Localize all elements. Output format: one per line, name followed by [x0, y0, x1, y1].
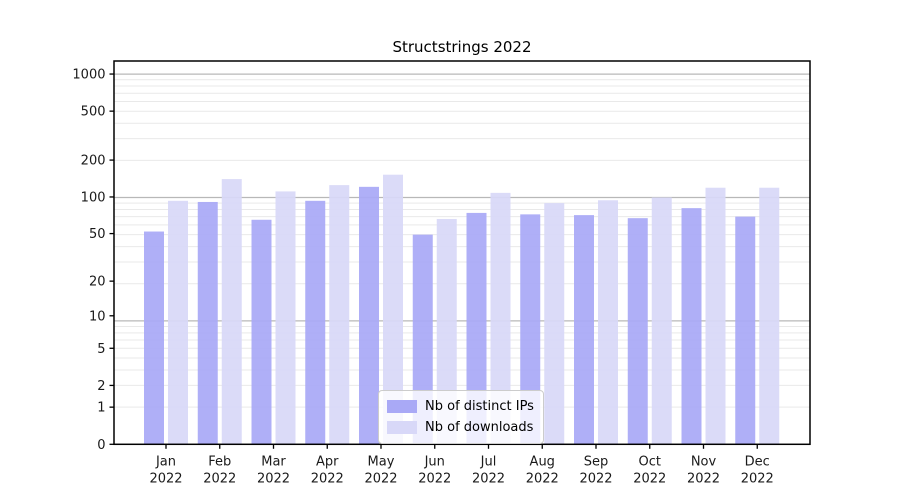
bar-ips-jul — [466, 212, 487, 445]
bar-ips-feb — [197, 201, 218, 445]
y-tick-label: 10 — [89, 309, 106, 324]
y-tick-label: 1 — [97, 401, 105, 416]
bar-downloads-mar — [275, 191, 296, 445]
legend-label-downloads: Nb of downloads — [425, 420, 534, 435]
legend-item-distinct-ips: Nb of distinct IPs — [387, 400, 535, 413]
x-tick-label: Nov 2022 — [687, 455, 720, 487]
x-tick-label: Feb 2022 — [203, 455, 236, 487]
bar-ips-dec — [735, 216, 756, 445]
x-tick-label: Mar 2022 — [257, 455, 290, 487]
legend-swatch-distinct-ips — [387, 400, 417, 413]
bar-downloads-feb — [221, 179, 242, 445]
bar-ips-sep — [574, 215, 594, 445]
y-tick-label: 2 — [97, 379, 105, 394]
bar-downloads-jan — [168, 200, 188, 445]
bar-downloads-nov — [705, 187, 726, 445]
y-tick-label: 50 — [89, 227, 106, 242]
x-tick-label: Jan 2022 — [149, 455, 182, 487]
bar-downloads-may — [383, 174, 403, 445]
y-tick-label: 200 — [81, 154, 106, 169]
bar-downloads-apr — [329, 185, 350, 445]
chart-title: Structstrings 2022 — [392, 38, 531, 56]
bar-ips-oct — [627, 218, 648, 445]
bar-ips-aug — [520, 214, 541, 445]
y-tick-label: 1000 — [72, 68, 105, 83]
bar-downloads-jul — [490, 192, 511, 445]
x-tick-label: Jul 2022 — [472, 455, 505, 487]
y-tick-label: 100 — [81, 190, 106, 205]
legend-item-downloads: Nb of downloads — [387, 421, 535, 434]
bar-ips-nov — [681, 208, 702, 445]
legend-label-distinct-ips: Nb of distinct IPs — [425, 399, 534, 414]
y-tick-label: 20 — [89, 275, 106, 290]
bar-ips-jan — [144, 231, 164, 445]
bar-downloads-aug — [544, 203, 565, 445]
bar-ips-mar — [251, 219, 272, 445]
legend: Nb of distinct IPs Nb of downloads — [378, 390, 544, 444]
bar-downloads-jun — [436, 218, 457, 445]
x-tick-label: Sep 2022 — [579, 455, 612, 487]
x-tick-label: May 2022 — [364, 455, 397, 487]
x-tick-label: Oct 2022 — [633, 455, 666, 487]
x-tick-label: Dec 2022 — [741, 455, 774, 487]
x-tick-label: Jun 2022 — [418, 455, 451, 487]
bar-ips-may — [359, 186, 379, 445]
x-tick-label: Apr 2022 — [311, 455, 344, 487]
x-tick-label: Aug 2022 — [526, 455, 559, 487]
y-tick-label: 5 — [97, 342, 105, 357]
y-tick-label: 0 — [97, 438, 105, 453]
axes-layer: 0 1 2 5 10 20 50 100 200 500 1000 Jan 2022 Feb 2022 Mar… — [72, 60, 811, 487]
bar-ips-apr — [305, 200, 326, 445]
bar-downloads-oct — [651, 197, 672, 445]
bar-downloads-dec — [759, 187, 780, 445]
plot-border — [113, 60, 811, 446]
y-tick-label: 500 — [81, 105, 106, 120]
bar-downloads-sep — [598, 200, 618, 445]
legend-swatch-downloads — [387, 421, 417, 434]
